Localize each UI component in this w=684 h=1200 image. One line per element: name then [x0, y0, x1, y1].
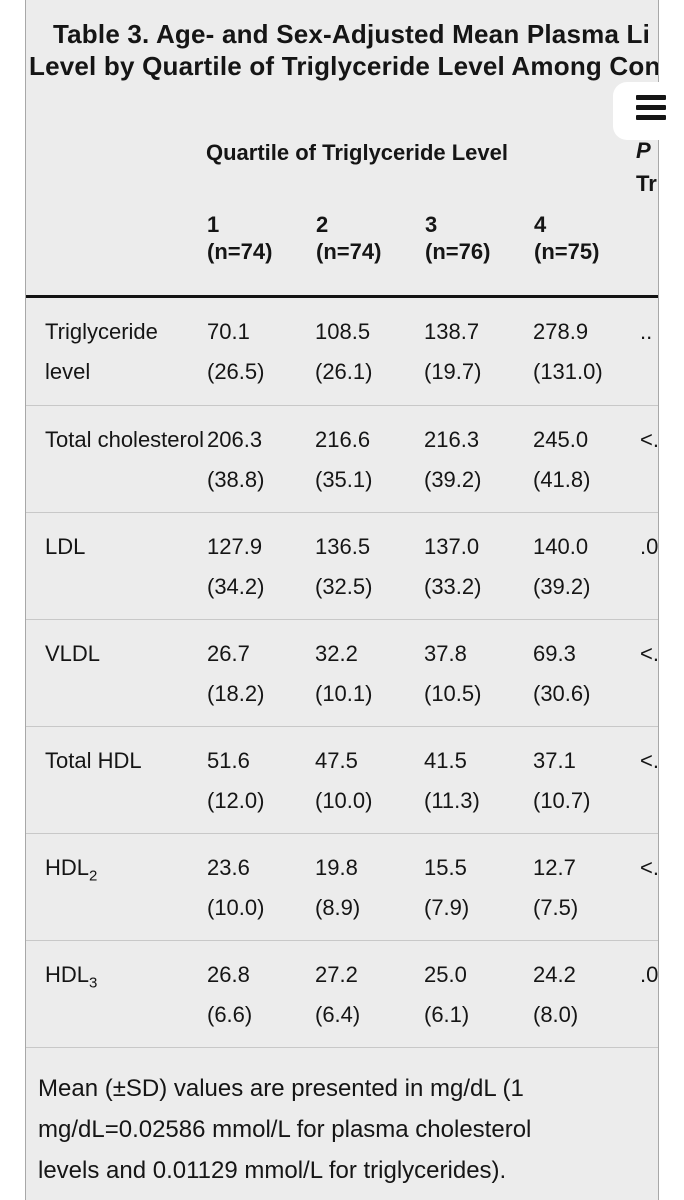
quartile-sample-size: (n=74): [316, 239, 382, 264]
table-row: Total HDL 51.6 (12.0) 47.5 (10.0) 41.5 (11.…: [26, 726, 658, 833]
p-value: <.: [640, 855, 659, 880]
value-cell-q2: 32.2 (10.1): [315, 641, 373, 706]
value-cell-q2: 27.2 (6.4): [315, 962, 361, 1027]
value-cell-q3: 41.5 (11.3): [424, 748, 480, 813]
quartile-column-headers: 1 (n=74) 2 (n=74) 3 (n=76) 4 (n=75): [207, 211, 643, 265]
value-cell-q4: 12.7 (7.5): [533, 855, 579, 920]
row-label: Total cholesterol: [45, 427, 204, 452]
footnote-line-2: mg/dL=0.02586 mmol/L for plasma choleste…: [38, 1116, 532, 1143]
quartile-number: 2: [316, 212, 329, 237]
p-value: <.: [640, 427, 659, 452]
quartile-sample-size: (n=74): [207, 239, 273, 264]
quartile-sample-size: (n=75): [534, 239, 600, 264]
table-title-line-1: Table 3. Age- and Sex-Adjusted Mean Plas…: [53, 19, 651, 49]
footnote-line-3: levels and 0.01129 mmol/L for triglyceri…: [38, 1157, 507, 1184]
value-cell-q2: 216.6 (35.1): [315, 427, 373, 492]
quartile-sample-size: (n=76): [425, 239, 491, 264]
value-cell-q4: 140.0 (39.2): [533, 534, 591, 599]
row-label: Triglyceride level: [45, 319, 158, 384]
value-cell-q1: 127.9 (34.2): [207, 534, 265, 599]
p-value: .0: [640, 534, 659, 559]
p-header-line-2: Tr: [636, 171, 657, 196]
table-row: HDL3 26.8 (6.6) 27.2 (6.4) 25.0 (6.1) 24.2(…: [26, 940, 658, 1047]
quartile-column-header: 3 (n=76): [425, 211, 534, 265]
value-cell-q2: 108.5 (26.1): [315, 319, 373, 384]
p-value: ..: [640, 319, 653, 344]
footnote-line-1: Mean (±SD) values are presented in mg/dL…: [38, 1075, 524, 1102]
hamburger-menu-icon: [636, 95, 666, 120]
p-value-column-header: P Tr: [636, 134, 657, 200]
table-footnote: Mean (±SD) values are presented in mg/dL…: [26, 1047, 658, 1200]
quartile-number: 4: [534, 212, 547, 237]
value-cell-q1: 70.1 (26.5): [207, 319, 265, 384]
table-row: VLDL 26.7 (18.2) 32.2 (10.1) 37.8 (10.5) 69…: [26, 619, 658, 726]
table-row: Triglyceride level 70.1 (26.5) 108.5 (26.1…: [26, 298, 658, 405]
value-cell-q4: 245.0 (41.8): [533, 427, 591, 492]
table-title: Table 3. Age- and Sex-Adjusted Mean Plas…: [26, 18, 658, 82]
header-rule: [26, 295, 658, 298]
quartile-column-header: 2 (n=74): [316, 211, 425, 265]
value-cell-q2: 136.5 (32.5): [315, 534, 373, 599]
row-label: HDL2: [45, 855, 98, 885]
p-header-line-1: P: [636, 138, 651, 163]
value-cell-q4: 69.3 (30.6): [533, 641, 591, 706]
quartile-column-header: 1 (n=74): [207, 211, 316, 265]
p-value: .0: [640, 962, 659, 987]
row-label: Total HDL: [45, 748, 142, 773]
quartile-column-header: 4 (n=75): [534, 211, 643, 265]
value-cell-q1: 206.3 (38.8): [207, 427, 265, 492]
table-title-line-2: Level by Quartile of Triglyceride Level …: [29, 51, 659, 81]
value-cell-q4: 278.9 (131.0): [533, 319, 603, 384]
table-row: Total cholesterol 206.3 (38.8) 216.6 (35.1…: [26, 405, 658, 512]
row-label: LDL: [45, 534, 86, 559]
p-value: <.: [640, 748, 659, 773]
value-cell-q1: 23.6 (10.0): [207, 855, 265, 920]
value-cell-q4: 37.1 (10.7): [533, 748, 591, 813]
p-value: <.: [640, 641, 659, 666]
value-cell-q2: 19.8 (8.9): [315, 855, 361, 920]
table-header: Quartile of Triglyceride Level P Tr 1 (n…: [26, 82, 658, 295]
quartile-number: 3: [425, 212, 438, 237]
value-cell-q1: 26.7 (18.2): [207, 641, 265, 706]
row-label: VLDL: [45, 641, 101, 666]
quartile-number: 1: [207, 212, 220, 237]
menu-button[interactable]: [613, 82, 684, 140]
table-row: LDL 127.9 (34.2) 136.5 (32.5) 137.0 (33.2) …: [26, 512, 658, 619]
lipid-table-card: Table 3. Age- and Sex-Adjusted Mean Plas…: [25, 0, 659, 1200]
value-cell-q3: 25.0 (6.1): [424, 962, 470, 1027]
table-body: Triglyceride level 70.1 (26.5) 108.5 (26.1…: [26, 298, 658, 1047]
quartile-group-label: Quartile of Triglyceride Level: [206, 140, 508, 165]
value-cell-q4: 24.2 (8.0): [533, 962, 579, 1027]
value-cell-q3: 137.0 (33.2): [424, 534, 482, 599]
value-cell-q1: 51.6 (12.0): [207, 748, 265, 813]
value-cell-q3: 138.7 (19.7): [424, 319, 482, 384]
value-cell-q3: 37.8 (10.5): [424, 641, 482, 706]
value-cell-q3: 216.3 (39.2): [424, 427, 482, 492]
row-label: HDL3: [45, 962, 98, 992]
table-row: HDL2 23.6 (10.0) 19.8 (8.9) 15.5 (7.9) 12.7…: [26, 833, 658, 940]
value-cell-q1: 26.8 (6.6): [207, 962, 253, 1027]
value-cell-q3: 15.5 (7.9): [424, 855, 470, 920]
value-cell-q2: 47.5 (10.0): [315, 748, 373, 813]
